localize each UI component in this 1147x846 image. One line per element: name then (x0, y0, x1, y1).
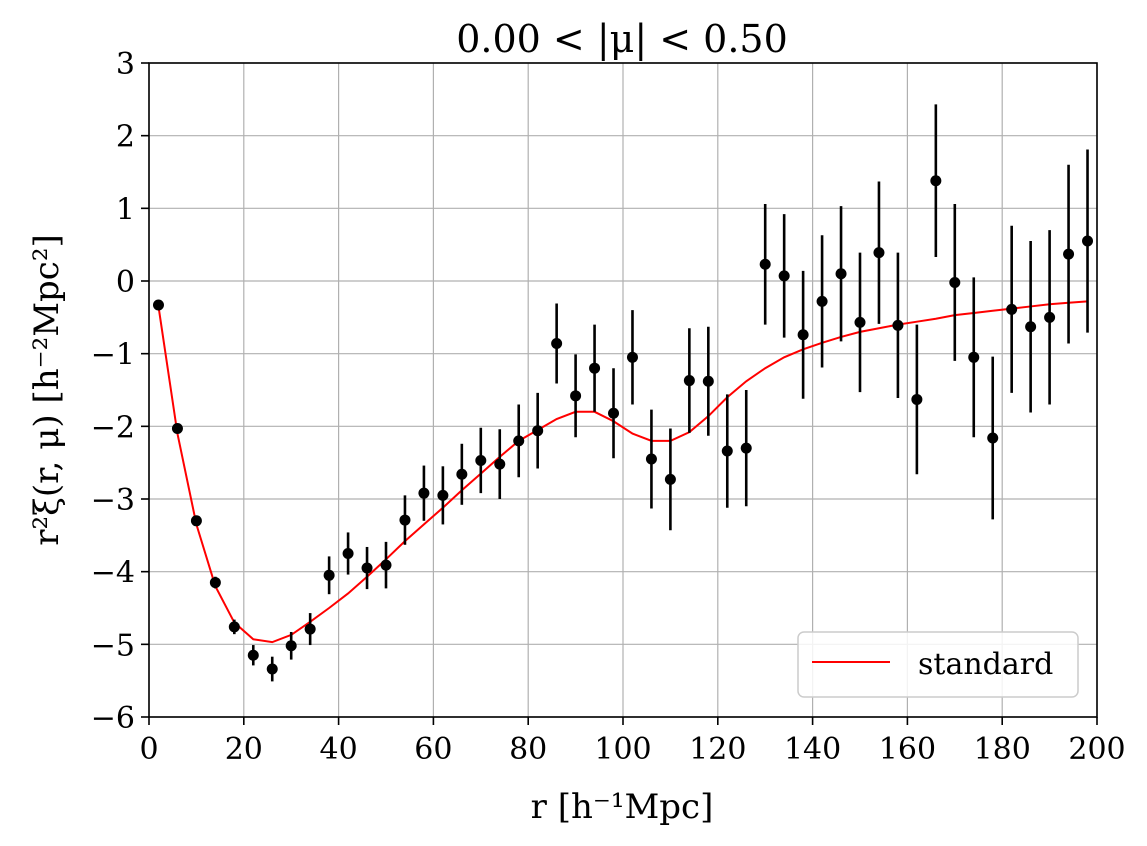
data-point (532, 425, 544, 437)
legend: standard (797, 631, 1079, 698)
data-point (494, 458, 506, 470)
data-point (968, 351, 980, 363)
y-tick-label: 1 (116, 192, 135, 227)
data-point (437, 489, 449, 501)
x-tick-label: 60 (414, 732, 452, 767)
x-tick-label: 200 (1068, 732, 1125, 767)
data-point (1063, 248, 1075, 260)
data-point (399, 514, 411, 526)
x-tick-label: 20 (225, 732, 263, 767)
data-point (209, 577, 221, 589)
data-point (380, 559, 392, 571)
data-point (171, 423, 183, 435)
data-point (513, 435, 525, 447)
data-point (475, 454, 487, 466)
y-axis: −6 −5 −4 −3 −2 −1 0 1 2 3 (91, 47, 149, 736)
data-point (608, 407, 620, 419)
data-point (418, 487, 430, 499)
data-point (702, 375, 714, 387)
x-tick-label: 0 (139, 732, 158, 767)
data-point (873, 247, 885, 259)
x-tick-label: 40 (320, 732, 358, 767)
legend-box (797, 631, 1079, 698)
data-point (1082, 235, 1094, 247)
data-point (342, 548, 354, 559)
data-point (664, 473, 676, 485)
data-point (1006, 303, 1018, 315)
x-tick-label: 100 (594, 732, 651, 767)
data-point (721, 445, 733, 457)
grid (148, 62, 1098, 718)
x-axis: 0 20 40 60 80 100 120 140 160 180 200 (139, 717, 1126, 767)
data-point (854, 316, 866, 328)
x-tick-label: 120 (689, 732, 746, 767)
y-tick-label: −1 (91, 338, 135, 373)
data-point (797, 329, 809, 341)
data-point (1044, 311, 1056, 323)
y-tick-label: −5 (91, 628, 135, 663)
x-tick-label: 160 (879, 732, 936, 767)
data-point (228, 621, 240, 633)
y-tick-label: −4 (91, 556, 135, 591)
data-point (589, 362, 601, 374)
data-point (190, 515, 202, 527)
data-points (152, 104, 1094, 682)
y-tick-label: −3 (91, 483, 135, 518)
x-tick-label: 140 (784, 732, 841, 767)
legend-label-standard: standard (918, 647, 1053, 682)
y-tick-label: 0 (116, 265, 135, 300)
data-point (949, 276, 961, 288)
chart-title: 0.00 < |μ| < 0.50 (456, 17, 788, 61)
x-tick-label: 180 (974, 732, 1031, 767)
data-point (816, 295, 828, 307)
data-point (247, 649, 259, 661)
data-point (645, 453, 657, 465)
data-point (456, 468, 468, 480)
data-point (740, 442, 752, 454)
data-point (551, 337, 563, 349)
y-tick-label: −2 (91, 410, 135, 445)
data-point (361, 562, 373, 574)
data-point (892, 319, 904, 331)
data-point (835, 268, 847, 280)
data-point (570, 390, 582, 402)
data-point (304, 623, 316, 635)
data-point (285, 640, 297, 652)
data-point (930, 175, 942, 187)
data-point (266, 663, 278, 675)
data-point (323, 569, 335, 581)
y-tick-label: −6 (91, 701, 135, 736)
data-point (1025, 321, 1037, 333)
series-line-standard (157, 300, 1088, 644)
y-tick-label: 2 (116, 120, 135, 155)
data-point (626, 351, 638, 363)
data-point (987, 432, 999, 444)
y-tick-label: 3 (116, 47, 135, 82)
data-point (152, 299, 164, 311)
x-axis-label: r [h⁻¹Mpc] (531, 787, 714, 827)
x-tick-label: 80 (509, 732, 547, 767)
data-point (911, 393, 923, 405)
data-point (778, 270, 790, 282)
data-point (683, 375, 695, 387)
data-point (759, 258, 771, 270)
y-axis-label: r²ξ(r, μ) [h⁻²Mpc²] (27, 234, 67, 545)
